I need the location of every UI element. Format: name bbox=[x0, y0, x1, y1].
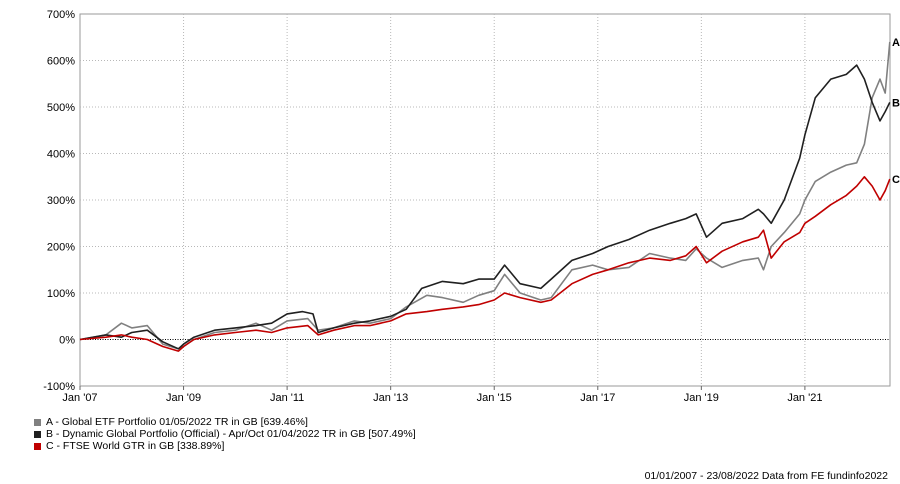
legend-item-a: A - Global ETF Portfolio 01/05/2022 TR i… bbox=[34, 416, 416, 428]
x-tick-label: Jan '21 bbox=[787, 392, 822, 404]
x-tick-label: Jan '09 bbox=[166, 392, 201, 404]
series-line-b bbox=[79, 64, 891, 350]
x-tick-label: Jan '07 bbox=[62, 392, 97, 404]
y-tick-label: 300% bbox=[47, 195, 75, 207]
series-line-a bbox=[79, 41, 891, 350]
y-tick-label: 500% bbox=[47, 102, 75, 114]
legend: A - Global ETF Portfolio 01/05/2022 TR i… bbox=[34, 416, 416, 452]
y-tick-label: 700% bbox=[47, 9, 75, 21]
legend-item-c: C - FTSE World GTR in GB [338.89%] bbox=[34, 440, 416, 452]
footer-source: 01/01/2007 - 23/08/2022 Data from FE fun… bbox=[644, 470, 888, 482]
x-tick-label: Jan '13 bbox=[373, 392, 408, 404]
series-end-label-c: C bbox=[892, 174, 900, 186]
y-tick-label: 100% bbox=[47, 288, 75, 300]
legend-swatch-b bbox=[34, 430, 41, 438]
legend-swatch-a bbox=[34, 418, 41, 426]
series-line-c bbox=[79, 176, 891, 352]
series-end-label-a: A bbox=[892, 37, 900, 49]
y-tick-label: 400% bbox=[47, 149, 75, 161]
y-tick-label: -100% bbox=[43, 381, 75, 393]
legend-item-b: B - Dynamic Global Portfolio (Official) … bbox=[34, 428, 416, 440]
x-tick-label: Jan '15 bbox=[477, 392, 512, 404]
legend-label-c: C - FTSE World GTR in GB [338.89%] bbox=[46, 440, 225, 452]
x-tick-label: Jan '19 bbox=[684, 392, 719, 404]
y-tick-label: 600% bbox=[47, 56, 75, 68]
series-end-label-b: B bbox=[892, 97, 900, 109]
x-tick-label: Jan '17 bbox=[580, 392, 615, 404]
legend-label-a: A - Global ETF Portfolio 01/05/2022 TR i… bbox=[46, 416, 308, 428]
legend-label-b: B - Dynamic Global Portfolio (Official) … bbox=[46, 428, 416, 440]
legend-swatch-c bbox=[34, 442, 41, 450]
x-tick-label: Jan '11 bbox=[270, 392, 304, 404]
line-chart: -100% 0% 100% 200% 300% 400% 500% 600% 700% Jan '… bbox=[43, 9, 900, 404]
y-tick-label: 200% bbox=[47, 242, 75, 254]
y-tick-label: 0% bbox=[59, 335, 75, 347]
